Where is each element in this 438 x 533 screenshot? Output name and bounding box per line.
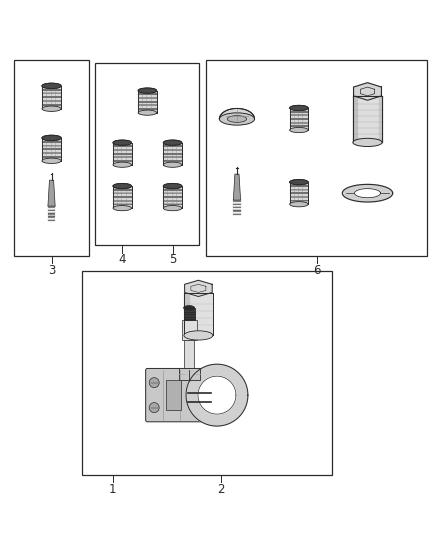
Bar — [184, 340, 194, 368]
Bar — [353, 95, 382, 142]
Bar — [113, 143, 131, 165]
Ellipse shape — [353, 139, 382, 147]
Ellipse shape — [42, 83, 61, 88]
Bar — [182, 320, 197, 340]
Ellipse shape — [163, 140, 182, 146]
Polygon shape — [343, 184, 392, 202]
Ellipse shape — [42, 106, 61, 111]
Bar — [42, 86, 61, 109]
Bar — [113, 186, 131, 208]
Bar — [179, 368, 200, 380]
Ellipse shape — [163, 183, 182, 189]
Circle shape — [149, 378, 159, 387]
Bar — [290, 182, 308, 204]
Bar — [95, 62, 199, 245]
Text: 1: 1 — [109, 483, 117, 496]
Ellipse shape — [113, 183, 131, 189]
Ellipse shape — [163, 162, 182, 167]
Text: 4: 4 — [119, 254, 126, 266]
Ellipse shape — [138, 88, 157, 93]
Ellipse shape — [227, 116, 247, 123]
Ellipse shape — [184, 331, 213, 340]
Bar — [163, 143, 182, 165]
Ellipse shape — [290, 201, 308, 207]
Polygon shape — [184, 280, 212, 296]
Polygon shape — [48, 180, 55, 206]
Bar — [138, 91, 157, 112]
Text: 3: 3 — [48, 264, 55, 277]
Ellipse shape — [290, 106, 308, 110]
Ellipse shape — [113, 206, 131, 211]
Polygon shape — [219, 108, 254, 119]
Circle shape — [149, 402, 159, 413]
Ellipse shape — [138, 110, 157, 115]
Ellipse shape — [163, 183, 182, 189]
Text: 5: 5 — [169, 254, 176, 266]
Bar — [166, 380, 181, 410]
Ellipse shape — [138, 88, 157, 93]
Ellipse shape — [290, 180, 308, 185]
Bar — [82, 271, 332, 475]
Bar — [42, 138, 61, 161]
Polygon shape — [198, 376, 236, 414]
Ellipse shape — [290, 106, 308, 110]
FancyBboxPatch shape — [146, 368, 213, 422]
Ellipse shape — [290, 127, 308, 133]
Ellipse shape — [290, 180, 308, 185]
Ellipse shape — [42, 83, 61, 88]
Polygon shape — [186, 364, 248, 426]
Polygon shape — [353, 83, 381, 100]
Ellipse shape — [219, 113, 254, 125]
Bar — [184, 308, 194, 320]
Bar — [163, 186, 182, 208]
Text: 2: 2 — [217, 483, 225, 496]
Bar — [206, 60, 427, 256]
Ellipse shape — [113, 162, 131, 167]
Ellipse shape — [42, 158, 61, 164]
Bar — [14, 60, 89, 256]
Polygon shape — [233, 174, 240, 200]
Ellipse shape — [184, 305, 194, 310]
Ellipse shape — [163, 206, 182, 211]
Ellipse shape — [42, 135, 61, 141]
Bar — [184, 293, 213, 335]
Text: 6: 6 — [313, 264, 320, 277]
Ellipse shape — [113, 183, 131, 189]
Ellipse shape — [113, 140, 131, 146]
Ellipse shape — [42, 135, 61, 141]
Bar — [290, 108, 308, 130]
Polygon shape — [354, 189, 381, 198]
Ellipse shape — [113, 140, 131, 146]
Ellipse shape — [163, 140, 182, 146]
